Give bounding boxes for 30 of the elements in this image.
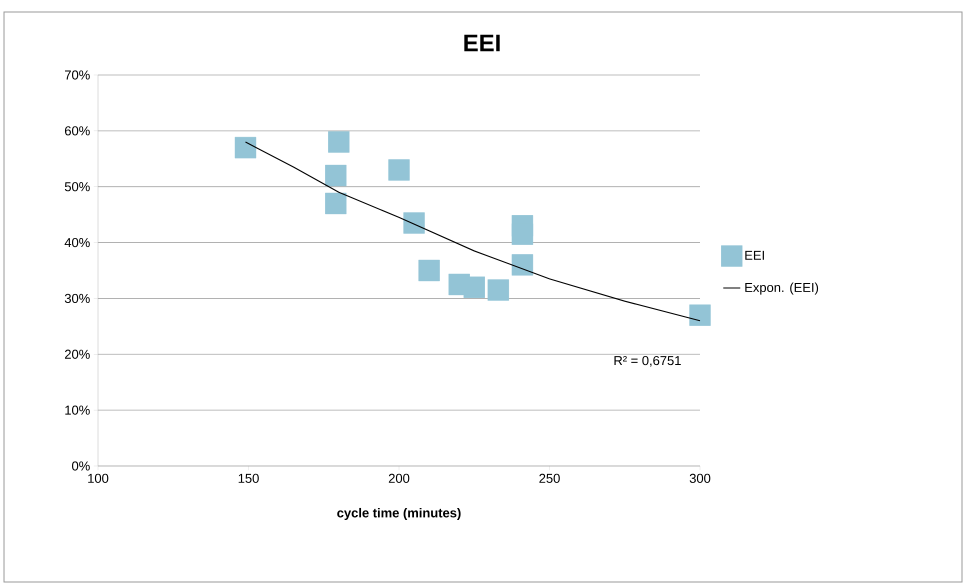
y-tick-label: 30%: [64, 294, 90, 303]
point: [512, 223, 534, 245]
y-tick-label: 20%: [64, 350, 90, 359]
x-tick-label: 150: [238, 474, 259, 483]
y-tick-label: 40%: [64, 238, 90, 248]
point: [418, 260, 440, 282]
legend-label: EEI: [745, 250, 764, 260]
point: [464, 276, 485, 298]
point: [689, 304, 711, 326]
point: [403, 212, 425, 234]
annotation: R² = 0,6751: [614, 356, 681, 367]
x-axis-title: cycle time (minutes): [337, 508, 461, 520]
y-tick-label: 0%: [72, 461, 90, 471]
point: [328, 131, 350, 153]
point: [325, 164, 346, 186]
point: [488, 279, 510, 301]
x-tick-label: 200: [388, 474, 410, 483]
x-tick-label: 100: [88, 474, 108, 483]
point: [234, 136, 256, 158]
point: [512, 254, 534, 276]
point: [388, 159, 410, 181]
chart-title: EEI: [464, 34, 500, 52]
point: [325, 192, 346, 214]
x-tick-label: 300: [690, 474, 710, 483]
legend-label: Expon. (EEI): [745, 282, 818, 295]
x-tick-label: 250: [539, 474, 560, 483]
y-tick-label: 70%: [64, 70, 90, 80]
y-tick-label: 50%: [64, 182, 90, 192]
y-tick-label: 10%: [65, 406, 90, 415]
y-tick-label: 60%: [64, 126, 90, 136]
